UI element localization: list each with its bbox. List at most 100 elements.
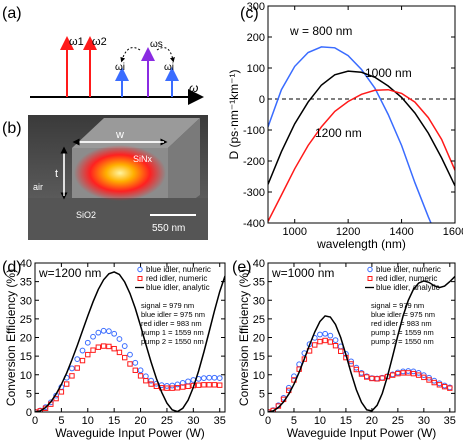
y-tick-label: 200 — [247, 32, 265, 44]
y-tick-label: 35 — [253, 277, 265, 289]
data-point-square — [201, 382, 207, 388]
data-point-square — [436, 382, 443, 388]
y-tick-label: 40 — [20, 258, 32, 270]
x-tick-label: 35 — [214, 415, 226, 427]
x-axis-label: Waveguide Input Power (W) — [55, 426, 205, 440]
data-point-square — [185, 383, 191, 389]
data-point-circle — [216, 375, 223, 382]
data-point-square — [389, 372, 396, 378]
data-point-square — [137, 373, 144, 379]
red-idler-label: ωi — [164, 62, 174, 73]
data-point-square — [441, 383, 448, 390]
data-point-square — [217, 382, 223, 388]
data-point-square — [332, 342, 339, 349]
y-tick-label: 40 — [253, 258, 265, 270]
optical-mode — [74, 145, 166, 201]
x-tick-label: 1600 — [443, 226, 463, 238]
data-point-square — [111, 345, 117, 352]
data-point-square — [415, 372, 422, 378]
data-point-square — [195, 382, 202, 388]
parameter-note: signal = 979 nm — [141, 301, 194, 310]
annotation-w800: w = 800 nm — [289, 24, 352, 38]
data-point-square — [69, 373, 75, 379]
data-point-square — [395, 370, 401, 377]
data-point-square — [148, 381, 154, 387]
x-tick-label: 10 — [314, 415, 326, 427]
data-point-square — [180, 384, 186, 390]
x-tick-label: 1400 — [389, 226, 413, 238]
x-tick-label: 0 — [265, 415, 271, 427]
x-tick-label: 25 — [392, 415, 404, 427]
data-point-circle — [291, 373, 297, 380]
data-point-square — [127, 361, 133, 367]
data-point-circle — [332, 337, 339, 344]
data-point-circle — [69, 365, 75, 372]
y-tick-label: 5 — [26, 388, 32, 400]
y-tick-label: 25 — [20, 314, 32, 326]
data-point-circle — [322, 330, 329, 337]
core-label: SiNx — [133, 154, 153, 164]
y-tick-label: 20 — [253, 333, 265, 345]
data-point-square — [95, 344, 102, 350]
x-axis-label: Waveguide Input Power (W) — [287, 426, 437, 440]
width-label: w — [115, 129, 124, 141]
y-tick-label: 25 — [253, 314, 265, 326]
data-point-circle — [394, 369, 401, 376]
legend-marker-square — [137, 276, 143, 281]
legend-marker-circle — [137, 266, 143, 273]
data-point-square — [206, 382, 212, 388]
x-tick-label: 20 — [134, 415, 146, 427]
data-point-circle — [79, 347, 86, 354]
data-point-circle — [400, 368, 406, 375]
data-point-square — [164, 385, 170, 391]
data-point-square — [106, 343, 112, 350]
data-point-square — [447, 385, 453, 391]
parameter-note: pump 2 = 1550 nm — [141, 337, 204, 346]
y-tick-label: 10 — [20, 370, 32, 382]
data-point-square — [270, 407, 276, 412]
data-point-square — [421, 374, 427, 381]
y-tick-label: 10 — [253, 370, 265, 382]
legend-entry: red idler, numeric — [376, 274, 437, 283]
data-point-square — [353, 366, 360, 373]
scale-bar-label: 550 nm — [152, 223, 185, 234]
y-axis-label: D (ps·nm⁻¹km⁻¹) — [227, 70, 241, 160]
data-point-square — [174, 385, 181, 391]
conversion-arrow-left — [120, 47, 141, 63]
data-point-circle — [127, 351, 133, 358]
panel-b-label: (b) — [2, 120, 22, 137]
data-point-circle — [116, 336, 123, 342]
data-point-square — [143, 378, 149, 384]
data-point-square — [369, 375, 375, 382]
data-point-circle — [358, 369, 365, 376]
plot-area — [268, 275, 455, 412]
series-line-1 — [268, 70, 455, 187]
plot-frame — [267, 5, 456, 224]
data-point-square — [58, 389, 65, 395]
dispersion-chart: (c) 1000 1200 1400 1600 -400 -300 -200 -100 0 100 2… — [227, 1, 463, 251]
x-tick-label: 1000 — [282, 226, 306, 238]
y-axis-label: Conversion Efficiency (%) — [237, 269, 251, 406]
data-point-square — [153, 383, 160, 389]
blue-idler-label: ωi — [115, 62, 125, 73]
frequency-axis-label: ω — [189, 81, 198, 95]
substrate-label: SiO2 — [76, 210, 96, 220]
y-tick-label: -400 — [243, 218, 265, 230]
data-point-circle — [100, 327, 107, 334]
efficiency-chart-1000nm: (e) 0 5 10 15 20 25 30 35 0 5 10 15 20 25 30 35 40 Wavegui… — [232, 258, 456, 440]
air-label: air — [33, 182, 43, 192]
legend-entry: blue idler, numeric — [376, 265, 441, 274]
data-point-square — [312, 342, 318, 348]
data-point-square — [426, 377, 432, 383]
data-point-square — [410, 370, 417, 377]
panel-label: (e) — [232, 259, 252, 276]
x-tick-label: 35 — [444, 415, 456, 427]
plot-area — [268, 46, 455, 223]
parameter-note: red idler = 983 nm — [371, 319, 432, 328]
panel-label: (d) — [2, 259, 22, 276]
y-tick-label: 0 — [26, 407, 32, 419]
data-point-circle — [148, 377, 155, 384]
y-tick-label: 5 — [259, 388, 265, 400]
legend-marker-square — [367, 276, 373, 281]
x-tick-label: 1200 — [336, 226, 360, 238]
